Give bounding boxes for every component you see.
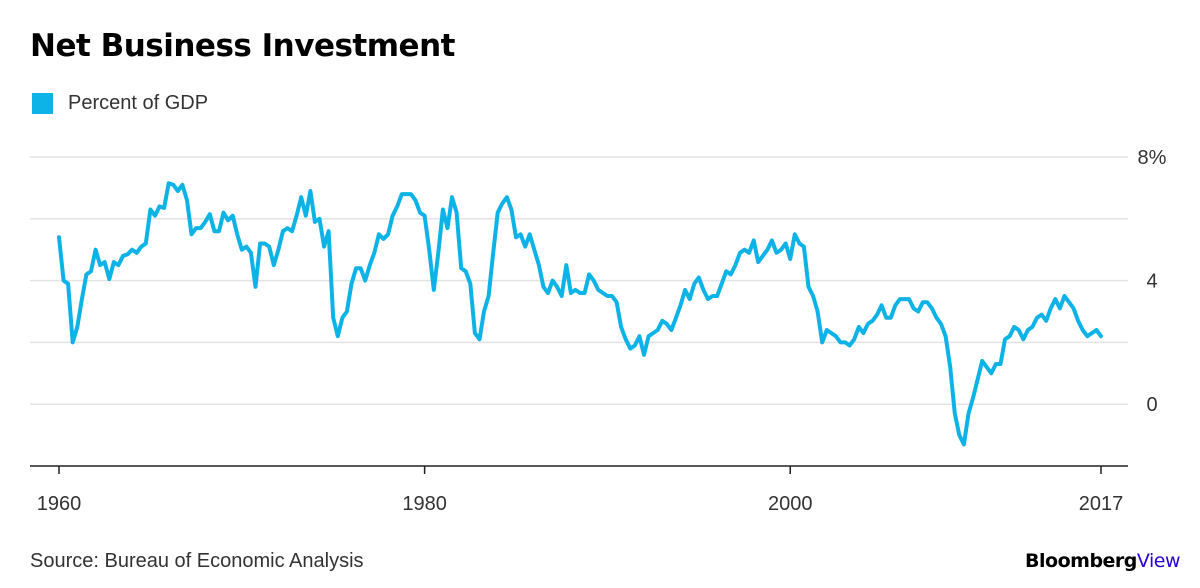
brand-sub: View bbox=[1136, 550, 1181, 572]
brand-logo: BloombergView bbox=[1025, 550, 1180, 572]
series-line bbox=[57, 181, 1103, 447]
x-tick-label: 1960 bbox=[37, 493, 82, 515]
legend-swatch bbox=[32, 92, 53, 114]
chart-title: Net Business Investment bbox=[30, 28, 455, 64]
x-axis bbox=[30, 465, 1128, 474]
y-tick-label: 4 bbox=[1146, 271, 1157, 293]
y-tick-label: 8% bbox=[1138, 147, 1167, 169]
x-tick-label: 2017 bbox=[1079, 493, 1124, 515]
legend-label: Percent of GDP bbox=[68, 91, 209, 114]
x-tick-label: 1980 bbox=[402, 493, 447, 515]
legend: Percent of GDP bbox=[32, 90, 208, 116]
y-tick-label: 0 bbox=[1146, 394, 1157, 416]
source-note: Source: Bureau of Economic Analysis bbox=[30, 550, 364, 572]
x-axis-labels: 1960 1980 2000 2017 bbox=[37, 493, 1124, 515]
brand-main: Bloomberg bbox=[1025, 550, 1137, 572]
x-tick-label: 2000 bbox=[768, 493, 813, 515]
y-axis-labels: 8% 4 0 bbox=[1138, 147, 1167, 416]
grid-lines bbox=[30, 156, 1128, 405]
data-series bbox=[57, 181, 1103, 447]
